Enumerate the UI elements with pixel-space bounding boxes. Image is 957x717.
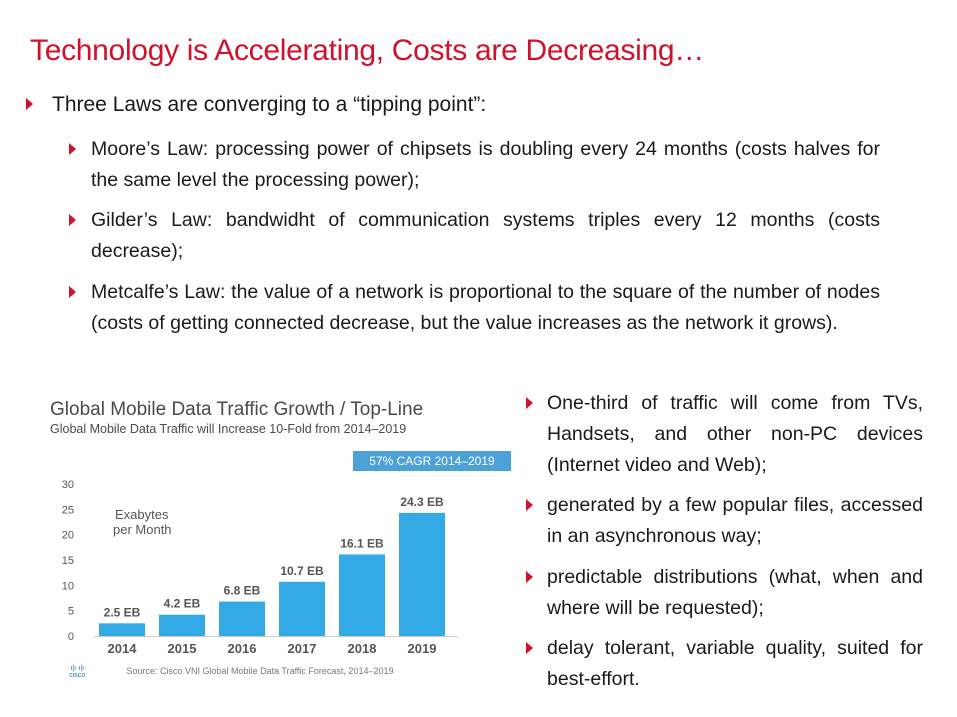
bullet-marker-icon <box>69 214 76 226</box>
x-tick-label: 2015 <box>168 641 197 656</box>
x-tick-label: 2016 <box>228 641 257 656</box>
y-tick-label: 20 <box>62 530 74 542</box>
bullet-marker-icon <box>526 499 533 511</box>
y-tick-label: 25 <box>62 504 74 516</box>
slide-title: Technology is Accelerating, Costs are De… <box>30 34 704 67</box>
law-metcalfe: Metcalfe’s Law: the value of a network i… <box>91 281 880 334</box>
bullet-marker-icon <box>26 98 33 110</box>
x-tick-label: 2017 <box>288 641 317 656</box>
y-tick-label: 15 <box>62 555 74 567</box>
law-gilder: Gilder’s Law: bandwidht of communication… <box>91 209 880 262</box>
bar <box>159 614 205 636</box>
chart-plot: Exabytes per Month Source: Cisco VNI Glo… <box>62 479 458 676</box>
cisco-logo-icon: ·ı|ı·ı|ı· cisco <box>68 665 87 679</box>
bar-data-label: 24.3 EB <box>400 495 444 509</box>
chart-source: Source: Cisco VNI Global Mobile Data Tra… <box>127 666 394 676</box>
y-axis-label-line2: per Month <box>113 522 172 537</box>
bar-data-label: 6.8 EB <box>224 584 261 598</box>
right-point-3: predictable distributions (what, when an… <box>547 566 923 619</box>
bar-data-label: 4.2 EB <box>164 597 201 611</box>
bar <box>219 601 265 636</box>
bullet-marker-icon <box>69 286 76 298</box>
bar-data-label: 10.7 EB <box>280 564 324 578</box>
cagr-badge: 57% CAGR 2014–2019 <box>353 451 511 471</box>
x-tick-label: 2018 <box>348 641 377 656</box>
law-moore: Moore’s Law: processing power of chipset… <box>91 138 880 191</box>
bar <box>99 623 145 636</box>
bar-data-label: 2.5 EB <box>104 605 141 619</box>
y-tick-label: 0 <box>68 631 74 643</box>
y-axis-label-line1: Exabytes <box>115 507 169 522</box>
right-point-4: delay tolerant, variable quality, suited… <box>547 637 923 690</box>
chart-title: Global Mobile Data Traffic Growth / Top-… <box>50 399 424 420</box>
y-tick-label: 10 <box>62 580 74 592</box>
bar <box>279 581 325 636</box>
bullet-marker-icon <box>69 143 76 155</box>
bar-data-label: 16.1 EB <box>340 536 384 550</box>
y-tick-label: 5 <box>68 606 74 618</box>
bullet-marker-icon <box>526 642 533 654</box>
bar <box>339 554 385 636</box>
y-tick-label: 30 <box>62 479 74 491</box>
bullet-marker-icon <box>526 571 533 583</box>
x-tick-label: 2019 <box>408 641 437 656</box>
x-tick-label: 2014 <box>108 641 138 656</box>
bullet-marker-icon <box>526 397 533 409</box>
right-point-1: One-third of traffic will come from TVs,… <box>547 392 923 476</box>
cisco-logo-label: cisco <box>69 672 86 679</box>
traffic-chart: Global Mobile Data Traffic Growth / Top-… <box>40 395 511 690</box>
bar <box>399 512 445 636</box>
intro-bullet: Three Laws are converging to a “tipping … <box>52 93 487 116</box>
right-point-2: generated by a few popular files, access… <box>547 494 923 547</box>
chart-subtitle: Global Mobile Data Traffic will Increase… <box>50 422 407 436</box>
